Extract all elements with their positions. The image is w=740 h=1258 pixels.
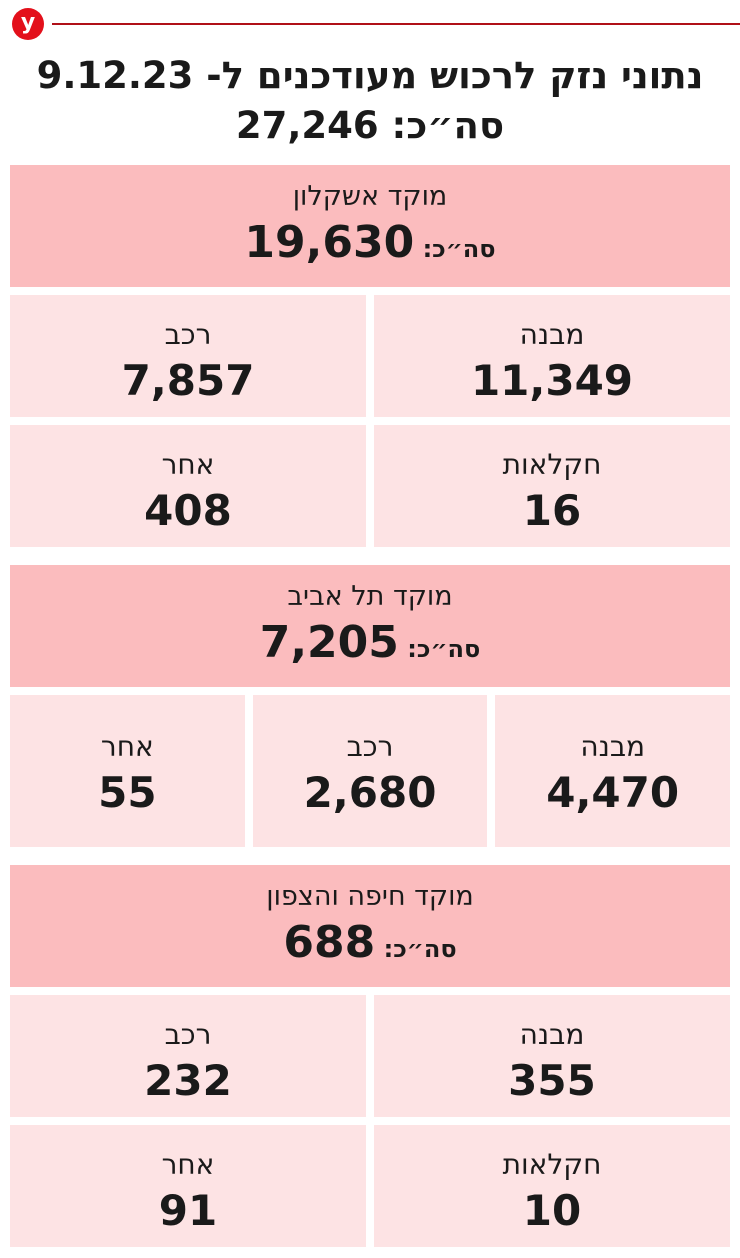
cell-label: רכב — [346, 730, 394, 763]
cell-value: 55 — [98, 768, 157, 817]
cell-value: 91 — [158, 1186, 218, 1235]
cell-label: מבנה — [519, 318, 585, 351]
grand-total: סה״כ: 27,246 — [0, 104, 740, 147]
total-label: סה״כ: — [422, 235, 496, 263]
cell-grid: מבנה 355 רכב 232 חקלאות 10 אחר 91 — [10, 995, 730, 1247]
cell-value: 2,680 — [303, 768, 437, 817]
cell-value: 232 — [144, 1056, 232, 1105]
logo: y — [12, 8, 44, 40]
total-label: סה״כ: — [407, 635, 481, 663]
section-header: מוקד תל אביב סה״כ: 7,205 — [10, 565, 730, 687]
cell: חקלאות 16 — [374, 425, 730, 547]
total-label: סה״כ: — [391, 104, 505, 147]
cell-value: 4,470 — [546, 768, 680, 817]
cell: רכב 2,680 — [252, 695, 488, 847]
cell: אחר 91 — [10, 1125, 366, 1247]
cell-label: חקלאות — [502, 448, 602, 481]
cell: רכב 232 — [10, 995, 366, 1117]
cell: מבנה 11,349 — [374, 295, 730, 417]
cell-value: 16 — [522, 486, 582, 535]
title: נתוני נזק לרכוש מעודכנים ל- 9.12.23 — [36, 54, 704, 97]
cell-label: אחר — [161, 1148, 215, 1181]
total-value: 19,630 — [244, 217, 415, 268]
section-total: סה״כ: 7,205 — [10, 615, 730, 677]
cell: רכב 7,857 — [10, 295, 366, 417]
section: מוקד חיפה והצפון סה״כ: 688 מבנה 355 רכב 232 חק… — [10, 865, 730, 1247]
cell-grid: מבנה 11,349 רכב 7,857 חקלאות 16 אחר 408 — [10, 295, 730, 547]
section-header: מוקד אשקלון סה״כ: 19,630 — [10, 165, 730, 287]
cell-label: מבנה — [519, 1018, 585, 1051]
section: מוקד אשקלון סה״כ: 19,630 מבנה 11,349 רכב 7,85… — [10, 165, 730, 547]
section-total: סה״כ: 688 — [10, 915, 730, 977]
cell-label: חקלאות — [502, 1148, 602, 1181]
section-name: מוקד תל אביב — [287, 581, 453, 612]
cell-label: אחר — [161, 448, 215, 481]
section-name: מוקד אשקלון — [292, 181, 448, 212]
cell: חקלאות 10 — [374, 1125, 730, 1247]
cell-label: רכב — [164, 1018, 212, 1051]
cell-label: רכב — [164, 318, 212, 351]
total-label: סה״כ: — [383, 935, 457, 963]
cell-value: 7,857 — [121, 356, 255, 405]
cell: אחר 408 — [10, 425, 366, 547]
section-total: סה״כ: 19,630 — [10, 215, 730, 277]
total-value: 7,205 — [259, 617, 399, 668]
rule — [52, 23, 740, 25]
cell-grid: מבנה 4,470 רכב 2,680 אחר 55 — [10, 695, 730, 847]
cell-value: 408 — [144, 486, 232, 535]
total-value: 27,246 — [235, 104, 379, 147]
top-bar: y נתוני נזק לרכוש מעודכנים ל- 9.12.23 סה… — [0, 0, 740, 165]
cell: אחר 55 — [10, 695, 245, 847]
cell-value: 10 — [522, 1186, 582, 1235]
cell: מבנה 4,470 — [495, 695, 730, 847]
section: מוקד תל אביב סה״כ: 7,205 מבנה 4,470 רכב 2,680… — [10, 565, 730, 847]
section-header: מוקד חיפה והצפון סה״כ: 688 — [10, 865, 730, 987]
section-name: מוקד חיפה והצפון — [266, 881, 474, 912]
sections: מוקד אשקלון סה״כ: 19,630 מבנה 11,349 רכב 7,85… — [0, 165, 740, 1247]
cell-value: 355 — [508, 1056, 596, 1105]
cell-label: מבנה — [580, 730, 646, 763]
cell: מבנה 355 — [374, 995, 730, 1117]
total-value: 688 — [283, 917, 376, 968]
cell-value: 11,349 — [470, 356, 634, 405]
cell-label: אחר — [100, 730, 154, 763]
